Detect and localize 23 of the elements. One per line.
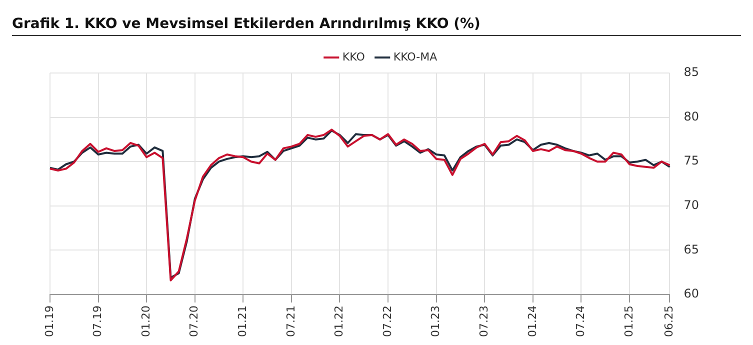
x-tick-label: 01.19: [42, 306, 56, 338]
y-tick-label: 60: [684, 286, 700, 301]
y-tick-label: 80: [684, 109, 700, 124]
y-tick-label: 85: [684, 65, 700, 80]
x-tick-label: 07.19: [91, 306, 104, 338]
x-tick-label: 07.22: [380, 306, 394, 338]
y-tick-label: 65: [684, 242, 700, 256]
y-tick-label: 70: [684, 198, 700, 212]
x-tick-label: 07.21: [284, 306, 298, 338]
x-tick-label: 01.25: [622, 306, 636, 338]
x-tick-label: 01.23: [429, 306, 442, 338]
x-tick-label: 07.20: [188, 306, 201, 338]
chart-title: Grafik 1. KKO ve Mevsimsel Etkilerden Arındırılmış KKO (%): [12, 16, 741, 36]
legend-label: KKO: [342, 50, 366, 64]
x-tick-label: 07.23: [477, 306, 490, 338]
x-tick-label: 01.21: [236, 306, 250, 338]
x-tick-label: 01.24: [526, 306, 539, 338]
legend-label: KKO-MA: [393, 50, 438, 64]
x-tick-label: 07.24: [574, 306, 588, 338]
x-tick-label: 01.20: [139, 306, 152, 338]
y-tick-label: 75: [684, 154, 700, 168]
x-tick-label: 01.22: [332, 306, 346, 338]
x-tick-label: 06.25: [662, 306, 676, 338]
